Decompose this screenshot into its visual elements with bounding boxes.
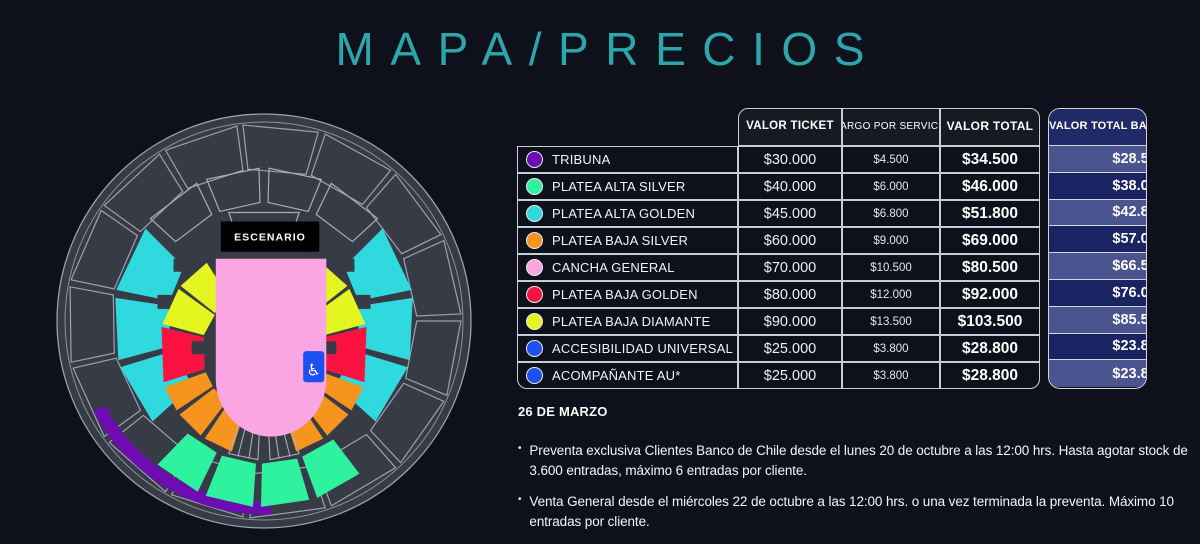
cell-valor-total: $34.500 (940, 146, 1040, 173)
note-preventa: • Preventa exclusiva Clientes Banco de C… (518, 441, 1190, 480)
section-color-dot (526, 151, 543, 168)
cell-valor-total: $28.800 (940, 335, 1040, 362)
section-name: ACCESIBILIDAD UNIVERSAL (552, 341, 733, 356)
section-name: TRIBUNA (552, 152, 611, 167)
section-tribuna (93, 405, 272, 515)
note-text: Preventa exclusiva Clientes Banco de Chi… (529, 443, 1188, 478)
cell-valor-ticket: $70.000 (738, 254, 842, 281)
cell-valor-ticket: $80.000 (738, 281, 842, 308)
notes-section: 26 DE MARZO • Preventa exclusiva Cliente… (518, 404, 1190, 543)
section-cancha-general (215, 258, 327, 437)
cell-valor-total: $103.500 (940, 308, 1040, 335)
table-row-label: PLATEA ALTA GOLDEN (517, 200, 738, 227)
cell-valor-total: $51.800 (940, 200, 1040, 227)
cell-valor-ticket: $25.000 (738, 335, 842, 362)
cell-valor-banco: $23.800 (1049, 360, 1146, 388)
section-name: PLATEA BAJA DIAMANTE (552, 314, 711, 329)
cell-valor-banco: $66.500 (1049, 253, 1146, 280)
cell-valor-total: $92.000 (940, 281, 1040, 308)
cell-valor-banco: $23.800 (1049, 333, 1146, 361)
section-name: CANCHA GENERAL (552, 260, 675, 275)
section-platea-alta-silver (157, 433, 360, 507)
header-cargo-servicio: CARGO POR SERVICIO (842, 108, 940, 146)
bullet-icon: • (518, 494, 522, 506)
section-name: PLATEA ALTA SILVER (552, 179, 686, 194)
cell-cargo-servicio: $9.000 (842, 227, 940, 254)
venue-map-svg: ESCENARIO ♿ (56, 113, 472, 529)
cell-valor-banco: $38.000 (1049, 172, 1146, 200)
cell-valor-ticket: $45.000 (738, 200, 842, 227)
cell-valor-total: $46.000 (940, 173, 1040, 200)
cell-cargo-servicio: $13.500 (842, 308, 940, 335)
table-row-label: PLATEA BAJA SILVER (517, 227, 738, 254)
wheelchair-icon: ♿ (303, 351, 325, 383)
header-valor-total: VALOR TOTAL (940, 108, 1040, 146)
cell-valor-ticket: $25.000 (738, 362, 842, 389)
table-row-label: ACOMPAÑANTE AU* (517, 362, 738, 389)
cell-cargo-servicio: $6.000 (842, 173, 940, 200)
cell-cargo-servicio: $3.800 (842, 335, 940, 362)
price-table-area: VALOR TICKET CARGO POR SERVICIO VALOR TO… (517, 108, 1147, 389)
cell-cargo-servicio: $12.000 (842, 281, 940, 308)
section-name: PLATEA BAJA GOLDEN (552, 287, 698, 302)
section-name: PLATEA ALTA GOLDEN (552, 206, 696, 221)
red-section-notches (191, 341, 337, 355)
page-title: MAPA/PRECIOS (335, 23, 882, 75)
section-color-dot (526, 367, 543, 384)
stage-label: ESCENARIO (234, 232, 306, 244)
section-color-dot (526, 178, 543, 195)
cell-cargo-servicio: $6.800 (842, 200, 940, 227)
cell-valor-total: $69.000 (940, 227, 1040, 254)
section-color-dot (526, 340, 543, 357)
arena-ring-line (64, 121, 464, 521)
header-valor-banco: VALOR TOTAL BANCO DE CHILE (1049, 109, 1146, 146)
table-row-label: PLATEA BAJA DIAMANTE (517, 308, 738, 335)
table-row-label: ACCESIBILIDAD UNIVERSAL (517, 335, 738, 362)
section-name: PLATEA BAJA SILVER (552, 233, 689, 248)
section-color-dot (526, 313, 543, 330)
cell-valor-total: $28.800 (940, 362, 1040, 389)
section-color-dot (526, 259, 543, 276)
banco-de-chile-column: VALOR TOTAL BANCO DE CHILE $28.500 $38.0… (1048, 108, 1147, 389)
cell-valor-banco: $28.500 (1049, 146, 1146, 173)
section-platea-baja-golden (161, 327, 367, 383)
cell-valor-ticket: $60.000 (738, 227, 842, 254)
section-color-dot (526, 232, 543, 249)
cell-valor-banco: $42.800 (1049, 199, 1146, 227)
section-name: ACOMPAÑANTE AU* (552, 368, 681, 383)
table-corner-spacer (517, 108, 738, 146)
cell-valor-ticket: $40.000 (738, 173, 842, 200)
note-venta-general: • Venta General desde el miércoles 22 de… (518, 492, 1190, 531)
bullet-icon: • (518, 443, 522, 454)
section-color-dot (526, 205, 543, 222)
event-date: 26 DE MARZO (518, 404, 608, 419)
cell-valor-banco: $76.000 (1049, 279, 1146, 307)
cell-cargo-servicio: $3.800 (842, 362, 940, 389)
cell-cargo-servicio: $4.500 (842, 146, 940, 173)
table-row-label: TRIBUNA (517, 146, 738, 173)
cell-valor-banco: $57.000 (1049, 226, 1146, 254)
price-table: VALOR TICKET CARGO POR SERVICIO VALOR TO… (517, 108, 1040, 389)
header-valor-ticket: VALOR TICKET (738, 108, 842, 146)
table-row-label: PLATEA ALTA SILVER (517, 173, 738, 200)
table-row-label: CANCHA GENERAL (517, 254, 738, 281)
table-row-label: PLATEA BAJA GOLDEN (517, 281, 738, 308)
section-color-dot (526, 286, 543, 303)
cell-valor-banco: $85.500 (1049, 306, 1146, 334)
cell-valor-ticket: $90.000 (738, 308, 842, 335)
venue-map: ESCENARIO ♿ (53, 110, 475, 532)
cell-valor-total: $80.500 (940, 254, 1040, 281)
stage-box (220, 221, 320, 252)
cell-cargo-servicio: $10.500 (842, 254, 940, 281)
cell-valor-ticket: $30.000 (738, 146, 842, 173)
svg-text:♿: ♿ (307, 360, 321, 379)
note-text: Venta General desde el miércoles 22 de o… (529, 494, 1174, 529)
